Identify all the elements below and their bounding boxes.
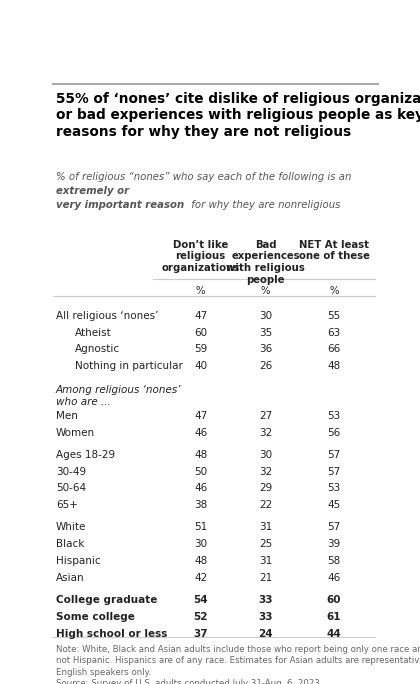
Text: 51: 51	[194, 523, 207, 532]
Text: English speakers only.: English speakers only.	[56, 668, 151, 676]
Text: 39: 39	[328, 539, 341, 549]
Text: 57: 57	[328, 523, 341, 532]
Text: 26: 26	[259, 361, 272, 371]
Text: 59: 59	[194, 344, 207, 354]
Text: 53: 53	[328, 484, 341, 493]
Text: Agnostic: Agnostic	[75, 344, 121, 354]
Text: 60: 60	[327, 595, 341, 605]
Text: 45: 45	[328, 500, 341, 510]
Text: for why they are nonreligious: for why they are nonreligious	[188, 200, 340, 210]
Text: 55% of ‘nones’ cite dislike of religious organizations
or bad experiences with r: 55% of ‘nones’ cite dislike of religious…	[56, 92, 420, 139]
Text: not Hispanic. Hispanics are of any race. Estimates for Asian adults are represen: not Hispanic. Hispanics are of any race.…	[56, 656, 420, 665]
Text: 24: 24	[258, 629, 273, 639]
Text: %: %	[196, 286, 205, 296]
Text: 48: 48	[194, 556, 207, 566]
Text: 46: 46	[194, 428, 207, 438]
Text: extremely or: extremely or	[56, 186, 129, 196]
Text: %: %	[261, 286, 270, 296]
Text: very important reason: very important reason	[56, 200, 184, 210]
Text: 46: 46	[328, 573, 341, 583]
Text: 46: 46	[194, 484, 207, 493]
Text: 32: 32	[259, 466, 272, 477]
Text: All religious ‘nones’: All religious ‘nones’	[56, 311, 158, 321]
Text: 31: 31	[259, 523, 272, 532]
Text: High school or less: High school or less	[56, 629, 167, 639]
Text: %: %	[329, 286, 339, 296]
Text: 54: 54	[193, 595, 208, 605]
Text: Black: Black	[56, 539, 84, 549]
Text: 31: 31	[259, 556, 272, 566]
Text: 30: 30	[259, 449, 272, 460]
Text: 58: 58	[328, 556, 341, 566]
Text: Men: Men	[56, 411, 78, 421]
Text: 66: 66	[328, 344, 341, 354]
Text: 30-49: 30-49	[56, 466, 86, 477]
Text: 53: 53	[328, 411, 341, 421]
Text: Atheist: Atheist	[75, 328, 112, 337]
Text: College graduate: College graduate	[56, 595, 157, 605]
Text: 33: 33	[258, 595, 273, 605]
Text: 27: 27	[259, 411, 272, 421]
Text: Asian: Asian	[56, 573, 84, 583]
Text: 25: 25	[259, 539, 272, 549]
Text: Some college: Some college	[56, 612, 135, 622]
Text: Among religious ‘nones’
who are ...: Among religious ‘nones’ who are ...	[56, 385, 181, 406]
Text: 56: 56	[328, 428, 341, 438]
Text: 38: 38	[194, 500, 207, 510]
Text: 47: 47	[194, 311, 207, 321]
Text: Women: Women	[56, 428, 95, 438]
Text: 21: 21	[259, 573, 272, 583]
Text: 33: 33	[258, 612, 273, 622]
Text: 40: 40	[194, 361, 207, 371]
Text: White: White	[56, 523, 86, 532]
Text: 36: 36	[259, 344, 272, 354]
Text: 48: 48	[328, 361, 341, 371]
Text: 30: 30	[194, 539, 207, 549]
Text: 65+: 65+	[56, 500, 78, 510]
Text: NET At least
one of these: NET At least one of these	[299, 239, 370, 261]
Text: 50: 50	[194, 466, 207, 477]
Text: Note: White, Black and Asian adults include those who report being only one race: Note: White, Black and Asian adults incl…	[56, 644, 420, 654]
Text: 42: 42	[194, 573, 207, 583]
Text: 50-64: 50-64	[56, 484, 86, 493]
Text: 55: 55	[328, 311, 341, 321]
Text: Hispanic: Hispanic	[56, 556, 100, 566]
Text: 35: 35	[259, 328, 272, 337]
Text: 32: 32	[259, 428, 272, 438]
Text: Don’t like
religious
organizations: Don’t like religious organizations	[161, 239, 240, 273]
Text: 57: 57	[328, 466, 341, 477]
Text: Source: Survey of U.S. adults conducted July 31-Aug. 6, 2023.: Source: Survey of U.S. adults conducted …	[56, 679, 322, 684]
Text: 61: 61	[327, 612, 341, 622]
Text: 37: 37	[193, 629, 208, 639]
Text: 22: 22	[259, 500, 272, 510]
Text: Bad
experiences
with religious
people: Bad experiences with religious people	[226, 239, 305, 285]
Text: Ages 18-29: Ages 18-29	[56, 449, 115, 460]
Text: 52: 52	[193, 612, 208, 622]
Text: 30: 30	[259, 311, 272, 321]
Text: 63: 63	[328, 328, 341, 337]
Text: 60: 60	[194, 328, 207, 337]
Text: 57: 57	[328, 449, 341, 460]
Text: 48: 48	[194, 449, 207, 460]
Text: 44: 44	[327, 629, 341, 639]
Text: 29: 29	[259, 484, 272, 493]
Text: % of religious “nones” who say each of the following is an: % of religious “nones” who say each of t…	[56, 172, 354, 182]
Text: 47: 47	[194, 411, 207, 421]
Text: Nothing in particular: Nothing in particular	[75, 361, 183, 371]
